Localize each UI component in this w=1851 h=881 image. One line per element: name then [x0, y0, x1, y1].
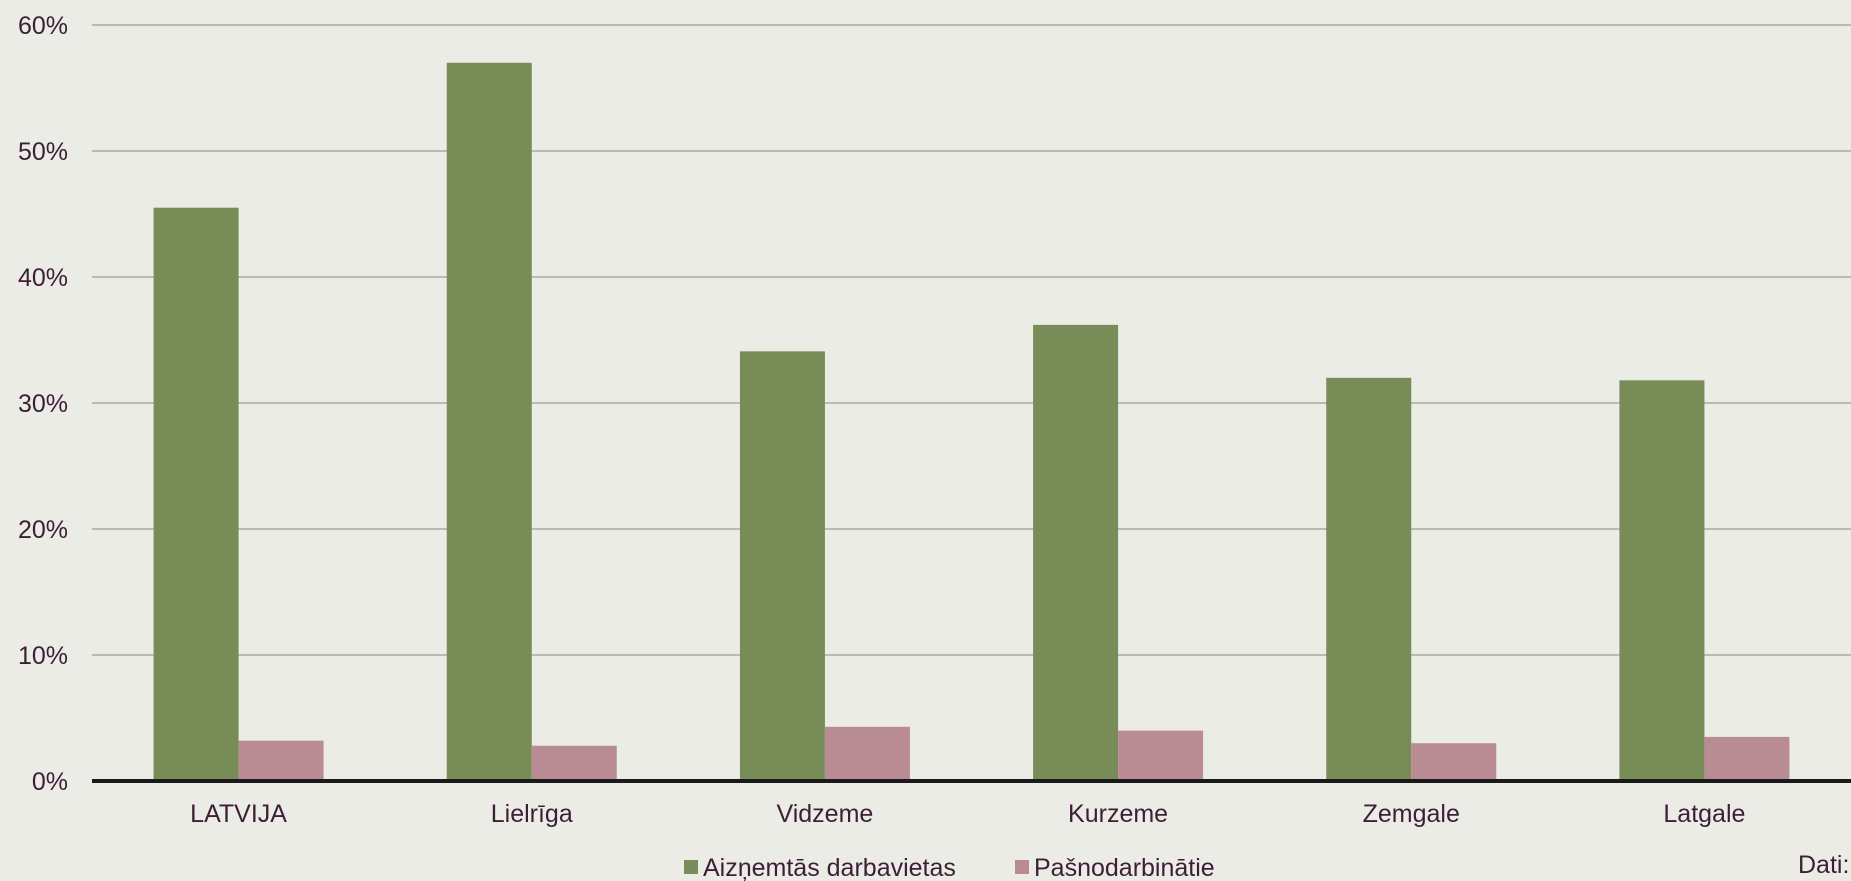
bar-pasnodarbinatie-2 [824, 726, 910, 781]
bar-aiznemtas-3 [1033, 324, 1119, 781]
x-category-label: Lielrīga [491, 800, 573, 828]
legend-swatch [684, 860, 698, 874]
y-tick-label: 40% [18, 264, 68, 292]
x-axis-category-labels: LATVIJA Lielrīga Vidzeme Kurzeme Zemgale Latg… [190, 800, 1745, 828]
bar-aiznemtas-4 [1326, 377, 1412, 781]
bar-aiznemtas-2 [739, 351, 825, 781]
legend-label: Pašnodarbinātie [1034, 854, 1215, 881]
source-note: Dati: [1798, 851, 1849, 879]
bar-pasnodarbinatie-1 [531, 745, 617, 781]
bar-pasnodarbinatie-3 [1118, 730, 1204, 781]
x-category-label: Latgale [1663, 800, 1745, 828]
gridlines [92, 24, 1851, 656]
y-tick-label: 0% [32, 768, 68, 796]
bar-aiznemtas-1 [446, 62, 532, 782]
y-tick-label: 20% [18, 516, 68, 544]
y-tick-label: 10% [18, 642, 68, 670]
x-category-label: Kurzeme [1068, 800, 1168, 828]
x-category-label: Vidzeme [777, 800, 874, 828]
x-category-label: Zemgale [1363, 800, 1460, 828]
legend-swatch [1015, 860, 1029, 874]
legend-label: Aizņemtās darbavietas [703, 854, 956, 881]
y-tick-label: 50% [18, 138, 68, 166]
x-category-label: LATVIJA [190, 800, 287, 828]
bar-pasnodarbinatie-4 [1411, 743, 1497, 781]
y-tick-label: 60% [18, 12, 68, 40]
legend: Aizņemtās darbavietas Pašnodarbinātie [684, 854, 1215, 881]
bar-aiznemtas-5 [1619, 380, 1705, 781]
bar-aiznemtas-0 [153, 207, 239, 781]
bar-pasnodarbinatie-0 [238, 740, 324, 781]
y-axis-tick-labels: 0% 10% 20% 30% 40% 50% 60% [18, 12, 68, 796]
bars [153, 62, 1790, 782]
y-tick-label: 30% [18, 390, 68, 418]
bar-pasnodarbinatie-5 [1704, 736, 1790, 781]
